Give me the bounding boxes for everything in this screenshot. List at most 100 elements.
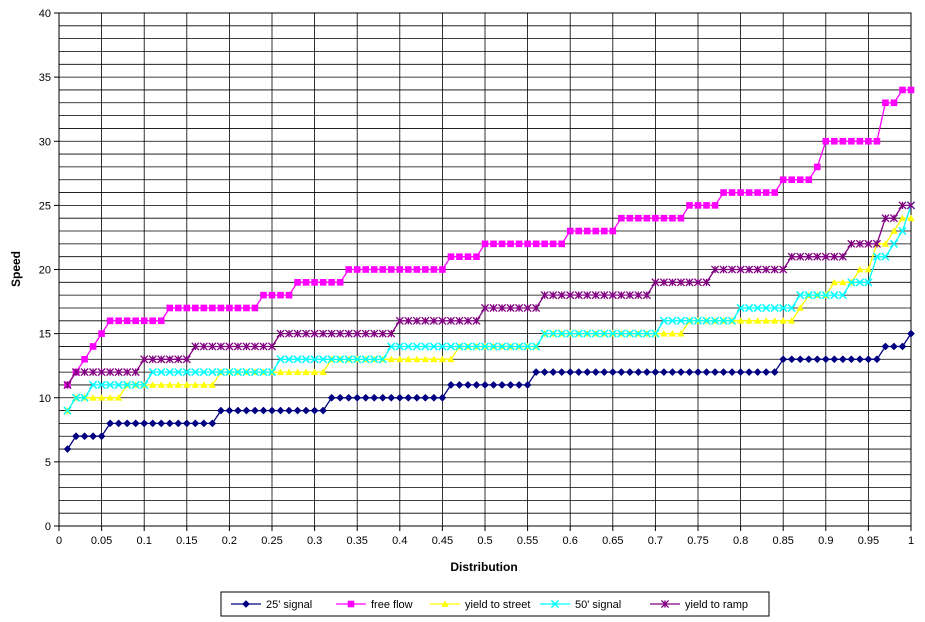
data-point [233,342,242,351]
data-point [762,368,771,377]
data-point [165,419,174,428]
data-point [404,355,412,363]
data-point [566,329,575,338]
data-point [635,214,642,222]
x-tick-label: 0.25 [261,535,282,547]
data-point [318,355,328,364]
data-point [217,304,225,312]
data-point [515,303,524,313]
data-point [405,266,412,273]
data-point [830,278,838,286]
data-point [148,355,157,364]
data-point [353,393,362,402]
data-point [472,316,481,325]
data-point [183,304,191,312]
data-point [899,86,906,94]
data-point [208,367,217,377]
data-point [804,291,813,300]
data-point [438,393,447,402]
data-point [907,329,915,338]
data-point [796,355,805,364]
data-point [753,368,762,377]
data-point [447,253,455,260]
data-point [429,342,439,351]
data-point [907,214,915,222]
data-point [302,279,310,286]
data-point [216,406,225,415]
y-tick-label: 20 [39,265,51,277]
data-point [387,342,396,351]
data-point [250,342,260,351]
data-point [872,239,881,248]
data-point [123,380,132,390]
data-point [889,214,899,223]
data-point [890,342,898,351]
data-point [558,240,565,248]
data-point [771,189,778,196]
data-point [574,368,583,377]
data-point [771,317,779,324]
data-point [591,291,600,300]
data-point [421,393,430,402]
grid-lines [59,13,911,526]
data-point [745,189,753,196]
data-point [302,329,311,338]
data-point [855,355,864,364]
data-point [898,214,907,222]
data-point [549,329,558,338]
data-point [157,367,166,377]
data-point [413,266,421,273]
data-point [328,279,335,286]
data-point [676,278,686,287]
data-point [677,368,685,377]
data-point [404,316,413,325]
data-point [370,329,379,338]
legend-swatch-marker [347,600,355,608]
data-point [668,316,677,325]
data-point [745,317,753,324]
data-point [480,303,490,313]
data-point [233,406,242,415]
series-line [66,204,911,386]
data-point [838,355,847,364]
data-point [422,266,429,273]
data-point [200,304,208,312]
data-point [421,355,429,363]
legend-entry-label: yield to street [465,599,530,611]
data-point [276,368,285,375]
legend-swatch-marker [660,599,670,609]
data-point [395,342,404,351]
data-point [839,137,847,145]
data-point [447,355,455,363]
data-point [140,355,149,364]
data-point [523,303,532,313]
data-point [600,227,608,235]
data-point [106,317,114,325]
data-point [243,304,250,312]
data-point [523,380,532,389]
data-point [804,355,813,364]
data-point [157,419,166,428]
data-point [659,278,668,287]
x-tick-label: 0.1 [137,535,152,547]
data-point [233,367,243,377]
data-point [319,368,327,375]
series-layer [63,86,916,454]
data-point [80,368,89,377]
data-point [412,316,421,325]
data-point [208,342,217,351]
data-point [796,291,805,300]
data-point [327,329,336,338]
data-point [259,342,268,351]
data-point [583,291,592,300]
data-point [532,240,540,248]
data-point [149,317,157,325]
data-point [694,202,702,209]
data-point [753,265,762,274]
data-point [507,240,514,248]
data-point [787,303,796,313]
data-point [762,317,770,324]
data-point [710,316,720,325]
data-point [310,355,319,364]
legend-entry-label: 50' signal [575,599,621,611]
